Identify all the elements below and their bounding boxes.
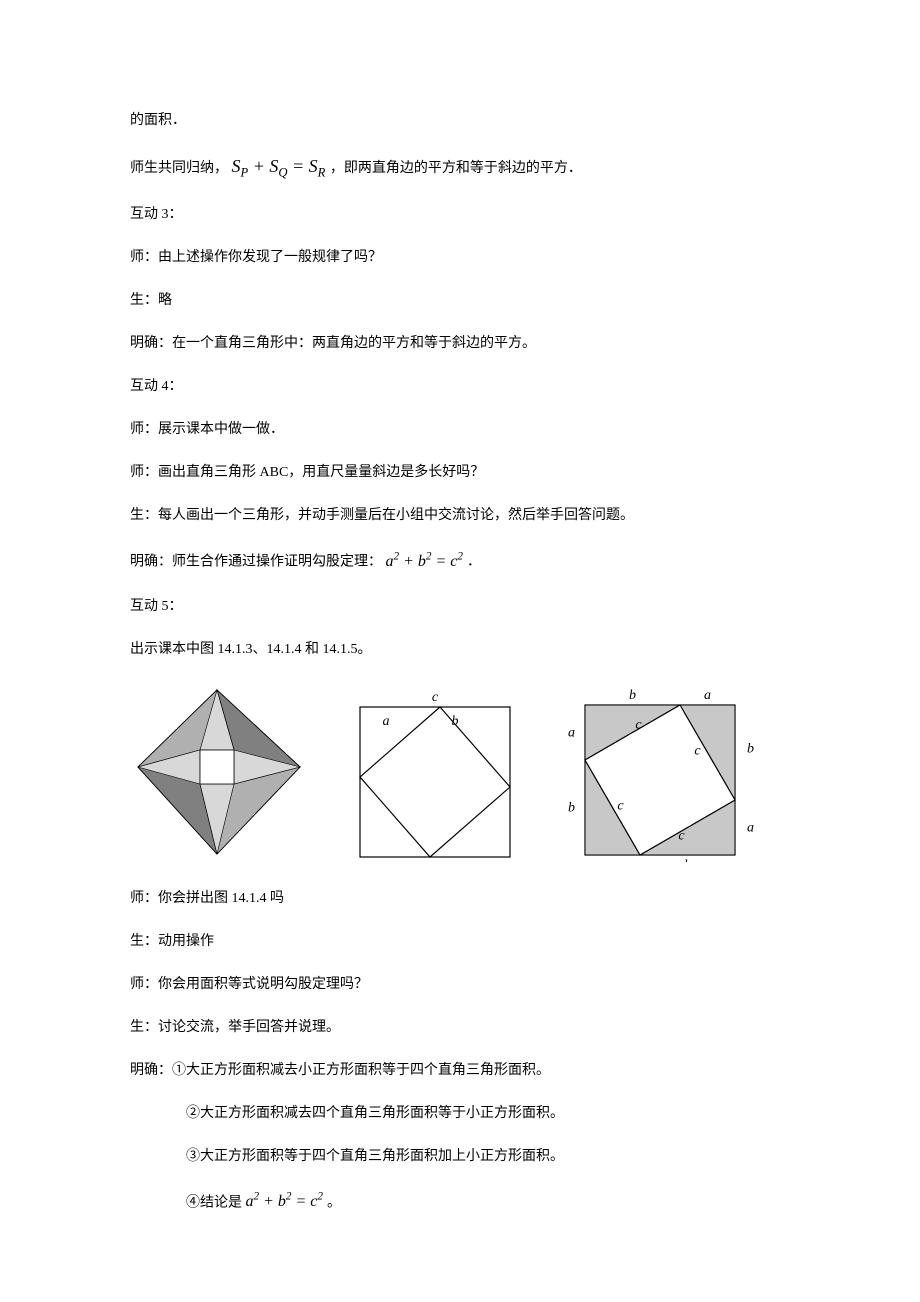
svg-text:c: c <box>678 828 685 843</box>
paragraph: 生：略 <box>130 290 790 311</box>
var: b <box>278 1193 286 1210</box>
paragraph: ②大正方形面积减去四个直角三角形面积等于小正方形面积。 <box>186 1103 790 1124</box>
figure-14-1-3 <box>130 682 305 862</box>
svg-text:a: a <box>568 725 575 740</box>
svg-text:a: a <box>747 820 754 835</box>
paragraph: 师：画出直角三角形 ABC，用直尺量量斜边是多长好吗？ <box>130 462 790 483</box>
formula-area-sum: SP + SQ = SR <box>232 156 330 176</box>
paragraph: 出示课本中图 14.1.3、14.1.4 和 14.1.5。 <box>130 639 790 660</box>
figure-14-1-4: a bc <box>335 687 535 862</box>
op: + <box>399 553 418 570</box>
svg-text:b: b <box>684 858 691 862</box>
paragraph: 师：你会用面积等式说明勾股定理吗？ <box>130 974 790 995</box>
op: = <box>291 1193 310 1210</box>
figure-14-1-5: babaababcccc <box>565 687 765 862</box>
svg-text:a: a <box>383 714 390 729</box>
op: = <box>431 553 450 570</box>
op: = <box>287 156 308 176</box>
var: a <box>386 553 394 570</box>
var: S <box>232 156 241 176</box>
paragraph: 师生共同归纳， SP + SQ = SR ，即两直角边的平方和等于斜边的平方． <box>130 153 790 182</box>
exponent: 2 <box>457 550 463 562</box>
text: 师生共同归纳， <box>130 161 228 176</box>
text: ④结论是 <box>186 1195 242 1210</box>
document-page: 的面积． 师生共同归纳， SP + SQ = SR ，即两直角边的平方和等于斜边… <box>0 0 920 1296</box>
var: S <box>309 156 318 176</box>
text: 明确：师生合作通过操作证明勾股定理： <box>130 555 382 570</box>
svg-text:a: a <box>609 858 616 862</box>
paragraph: 互动 4： <box>130 376 790 397</box>
svg-text:b: b <box>747 741 754 756</box>
paragraph: 生：动用操作 <box>130 931 790 952</box>
svg-text:a: a <box>704 688 711 703</box>
paragraph: 的面积． <box>130 110 790 131</box>
paragraph: 互动 3： <box>130 204 790 225</box>
subscript: R <box>318 166 326 180</box>
paragraph: 生：每人画出一个三角形，并动手测量后在小组中交流讨论，然后举手回答问题。 <box>130 505 790 526</box>
text: ． <box>467 555 481 570</box>
var: S <box>269 156 278 176</box>
svg-text:b: b <box>452 714 459 729</box>
var: a <box>246 1193 254 1210</box>
svg-text:c: c <box>635 717 642 732</box>
paragraph: 互动 5： <box>130 596 790 617</box>
paragraph: ③大正方形面积等于四个直角三角形面积加上小正方形面积。 <box>186 1146 790 1167</box>
svg-text:c: c <box>617 798 624 813</box>
paragraph: 明确：在一个直角三角形中：两直角边的平方和等于斜边的平方。 <box>130 333 790 354</box>
formula-pythagoras: a2 + b2 = c2 <box>386 553 467 570</box>
exponent: 2 <box>317 1191 323 1203</box>
text: ，即两直角边的平方和等于斜边的平方． <box>330 161 582 176</box>
op: + <box>259 1193 278 1210</box>
svg-text:c: c <box>694 743 701 758</box>
op: + <box>248 156 269 176</box>
paragraph: 师：展示课本中做一做． <box>130 419 790 440</box>
svg-text:b: b <box>629 688 636 703</box>
figure-row: abc babaababcccc <box>130 682 790 862</box>
svg-text:b: b <box>568 800 575 815</box>
paragraph: 明确：①大正方形面积减去小正方形面积等于四个直角三角形面积。 <box>130 1060 790 1081</box>
paragraph: 生：讨论交流，举手回答并说理。 <box>130 1017 790 1038</box>
formula-pythagoras: a2 + b2 = c2 <box>246 1193 327 1210</box>
paragraph: 明确：师生合作通过操作证明勾股定理： a2 + b2 = c2 ． <box>130 548 790 573</box>
var: b <box>418 553 426 570</box>
text: 。 <box>327 1195 341 1210</box>
paragraph: ④结论是 a2 + b2 = c2 。 <box>186 1189 790 1214</box>
paragraph: 师：你会拼出图 14.1.4 吗 <box>130 888 790 909</box>
svg-text:c: c <box>432 690 439 705</box>
paragraph: 师：由上述操作你发现了一般规律了吗？ <box>130 247 790 268</box>
